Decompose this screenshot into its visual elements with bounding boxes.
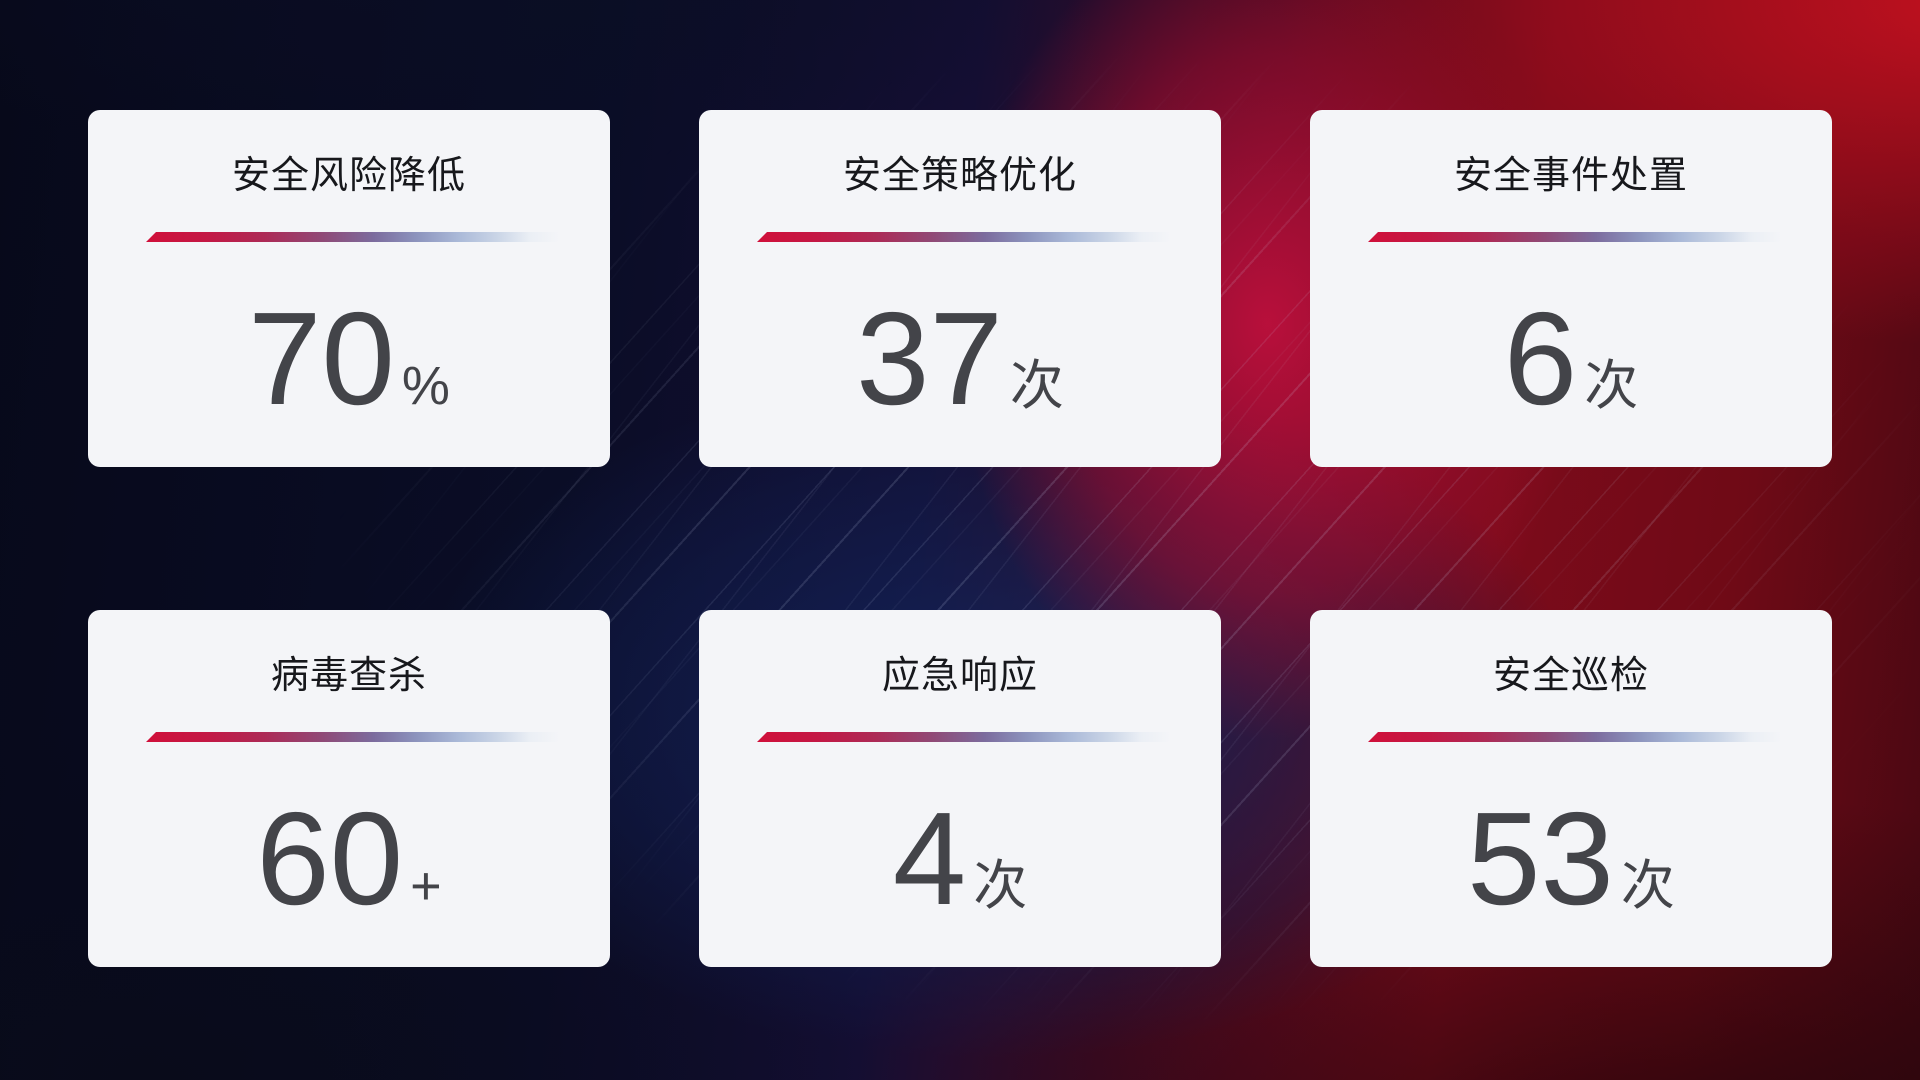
card-title: 安全事件处置 <box>1453 155 1688 197</box>
stat-card-security-inspection: 安全巡检 53 次 <box>1310 610 1832 967</box>
card-title: 安全策略优化 <box>842 155 1077 197</box>
card-unit: 次 <box>1009 355 1064 416</box>
card-title: 应急响应 <box>881 655 1038 697</box>
card-value-group: 60 + <box>256 784 442 932</box>
card-divider-line <box>146 732 568 742</box>
card-title: 安全风险降低 <box>231 155 466 197</box>
card-value-row: 60 + <box>88 742 610 967</box>
stat-card-emergency-response: 应急响应 4 次 <box>699 610 1221 967</box>
card-unit: 次 <box>1584 355 1639 416</box>
card-value-group: 6 次 <box>1503 284 1639 432</box>
card-value: 70 <box>248 284 395 432</box>
card-unit: + <box>410 855 442 916</box>
card-value-group: 4 次 <box>892 784 1028 932</box>
card-value-row: 70 % <box>88 242 610 467</box>
card-value: 53 <box>1467 784 1614 932</box>
card-value-row: 53 次 <box>1310 742 1832 967</box>
card-value-group: 37 次 <box>856 284 1064 432</box>
card-value: 37 <box>856 284 1003 432</box>
card-value-row: 4 次 <box>699 742 1221 967</box>
stat-card-incident-handling: 安全事件处置 6 次 <box>1310 110 1832 467</box>
card-value-row: 6 次 <box>1310 242 1832 467</box>
card-unit: 次 <box>1620 855 1675 916</box>
card-divider-line <box>1368 232 1790 242</box>
card-value: 60 <box>256 784 404 932</box>
card-title: 病毒查杀 <box>270 655 427 697</box>
stat-card-policy-optimization: 安全策略优化 37 次 <box>699 110 1221 467</box>
stats-grid: 安全风险降低 70 % 安全策略优化 37 次 安全事件处置 <box>88 110 1832 967</box>
card-divider-line <box>146 232 568 242</box>
card-value-group: 53 次 <box>1467 784 1675 932</box>
card-divider-line <box>1368 732 1790 742</box>
stat-card-virus-scan: 病毒查杀 60 + <box>88 610 610 967</box>
card-title: 安全巡检 <box>1492 655 1649 697</box>
card-value-group: 70 % <box>248 284 450 432</box>
card-value: 6 <box>1503 284 1578 432</box>
stat-card-risk-reduction: 安全风险降低 70 % <box>88 110 610 467</box>
card-unit: % <box>401 355 450 416</box>
card-value-row: 37 次 <box>699 242 1221 467</box>
card-divider-line <box>757 232 1179 242</box>
card-value: 4 <box>892 784 967 932</box>
card-divider-line <box>757 732 1179 742</box>
card-unit: 次 <box>973 855 1028 916</box>
